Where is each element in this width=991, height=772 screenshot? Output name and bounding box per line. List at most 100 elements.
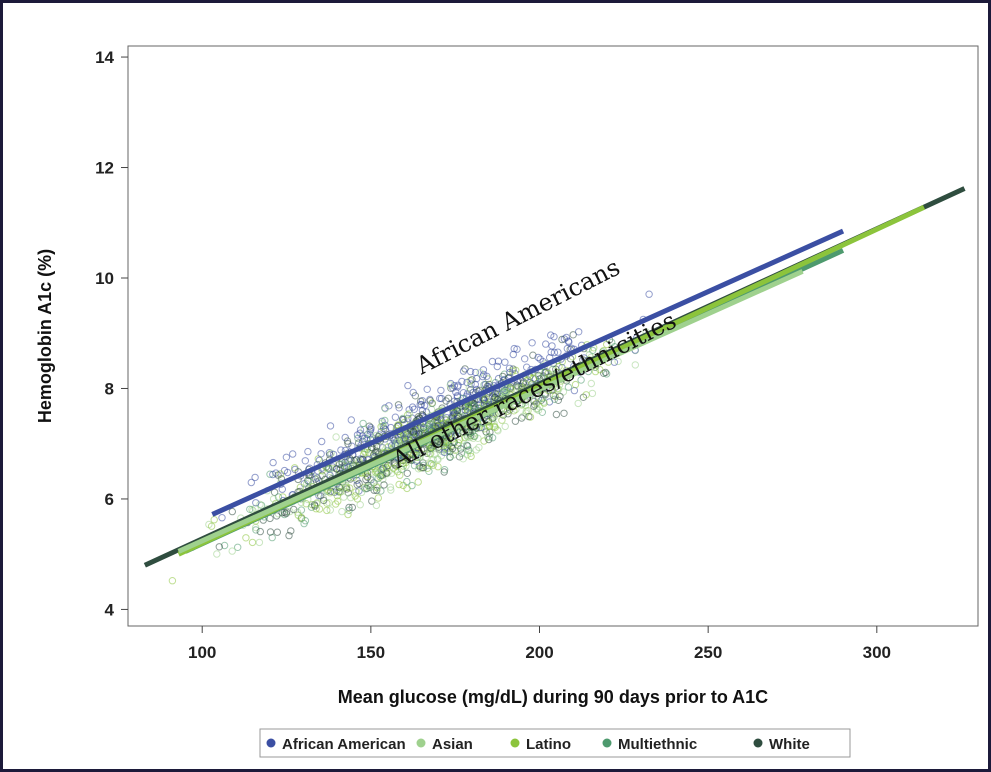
scatter-point xyxy=(521,355,529,363)
scatter-point xyxy=(449,411,457,420)
legend-marker xyxy=(416,738,426,748)
scatter-point xyxy=(414,478,422,486)
scatter-point xyxy=(215,543,224,551)
scatter-point xyxy=(588,389,597,398)
scatter-point xyxy=(420,401,429,410)
scatter-point xyxy=(459,455,467,463)
scatter-point xyxy=(356,501,364,509)
scatter-point xyxy=(346,484,354,492)
scatter-point xyxy=(446,381,454,389)
scatter-point xyxy=(415,453,424,462)
scatter-point xyxy=(387,442,396,450)
scatter-point xyxy=(338,507,346,516)
y-tick-label: 6 xyxy=(105,490,114,509)
scatter-point xyxy=(376,473,384,481)
scatter-point xyxy=(563,344,571,353)
scatter-point xyxy=(614,357,622,366)
scatter-point xyxy=(472,446,480,454)
y-tick-label: 8 xyxy=(105,379,114,398)
scatter-point xyxy=(426,397,434,405)
scatter-point xyxy=(440,468,448,476)
scatter-point xyxy=(510,407,518,415)
scatter-point xyxy=(501,387,510,396)
scatter-point xyxy=(550,395,559,403)
scatter-point xyxy=(269,458,277,467)
scatter-point xyxy=(427,405,436,414)
scatter-point xyxy=(518,400,526,408)
scatter-point xyxy=(529,374,538,383)
scatter-point xyxy=(408,403,417,411)
scatter-point xyxy=(252,526,260,534)
scatter-point xyxy=(470,402,478,410)
scatter-point xyxy=(530,402,538,410)
scatter-point xyxy=(501,358,509,366)
scatter-point xyxy=(366,483,374,492)
scatter-point xyxy=(608,338,616,347)
fit-line-african-american xyxy=(211,228,845,517)
scatter-point xyxy=(340,462,348,470)
scatter-point xyxy=(509,350,517,359)
scatter-point xyxy=(304,477,313,485)
scatter-point xyxy=(425,467,433,475)
legend-label: Multiethnic xyxy=(618,736,697,753)
scatter-point xyxy=(301,457,309,465)
scatter-point xyxy=(471,432,479,440)
legend-label: White xyxy=(769,736,810,753)
scatter-point xyxy=(591,367,600,376)
scatter-point xyxy=(361,448,369,456)
scatter-point xyxy=(207,522,216,530)
scatter-point xyxy=(513,345,521,353)
scatter-point xyxy=(355,479,363,488)
scatter-point xyxy=(345,506,353,514)
scatter-point xyxy=(391,413,400,421)
scatter-point xyxy=(475,443,483,452)
scatter-point xyxy=(414,465,423,473)
scatter-point xyxy=(405,409,414,418)
scatter-point xyxy=(467,452,475,461)
scatter-point xyxy=(274,493,283,501)
scatter-point xyxy=(373,486,381,495)
scatter-point xyxy=(558,335,566,344)
scatter-point xyxy=(552,410,561,419)
scatter-point xyxy=(447,443,456,451)
scatter-point xyxy=(433,455,442,463)
legend-marker xyxy=(753,738,763,748)
scatter-point xyxy=(458,377,466,386)
scatter-point xyxy=(463,442,472,450)
scatter-point xyxy=(494,357,503,365)
scatter-point xyxy=(246,505,254,513)
scatter-point xyxy=(518,414,526,422)
scatter-point xyxy=(525,412,533,421)
scatter-point xyxy=(589,346,597,355)
scatter-point xyxy=(327,487,335,495)
scatter-point xyxy=(280,508,289,516)
annotation-all-other-races: All other races/ethnicities xyxy=(387,306,681,474)
scatter-point xyxy=(473,374,481,383)
scatter-point xyxy=(454,381,462,389)
scatter-point xyxy=(404,414,412,423)
scatter-point xyxy=(323,506,331,515)
legend-label: Asian xyxy=(432,736,473,753)
scatter-point xyxy=(247,478,256,487)
scatter-point xyxy=(582,391,590,399)
scatter-point xyxy=(490,422,499,430)
scatter-point xyxy=(428,399,436,407)
scatter-point xyxy=(273,528,281,536)
scatter-point xyxy=(455,435,464,444)
scatter-point xyxy=(437,386,445,395)
fit-lines-layer xyxy=(143,186,966,568)
scatter-point xyxy=(555,385,563,393)
y-axis-title: Hemoglobin A1c (%) xyxy=(35,249,55,423)
scatter-point xyxy=(343,437,352,445)
scatter-point xyxy=(511,417,520,425)
scatter-point xyxy=(378,466,387,474)
scatter-point xyxy=(485,422,494,430)
y-tick-label: 10 xyxy=(95,269,114,288)
scatter-point xyxy=(381,405,389,413)
scatter-point xyxy=(334,497,342,505)
x-tick-label: 250 xyxy=(694,643,722,662)
scatter-point xyxy=(302,479,311,488)
scatter-point xyxy=(256,500,264,509)
scatter-point xyxy=(347,416,355,424)
scatter-point xyxy=(505,364,514,372)
